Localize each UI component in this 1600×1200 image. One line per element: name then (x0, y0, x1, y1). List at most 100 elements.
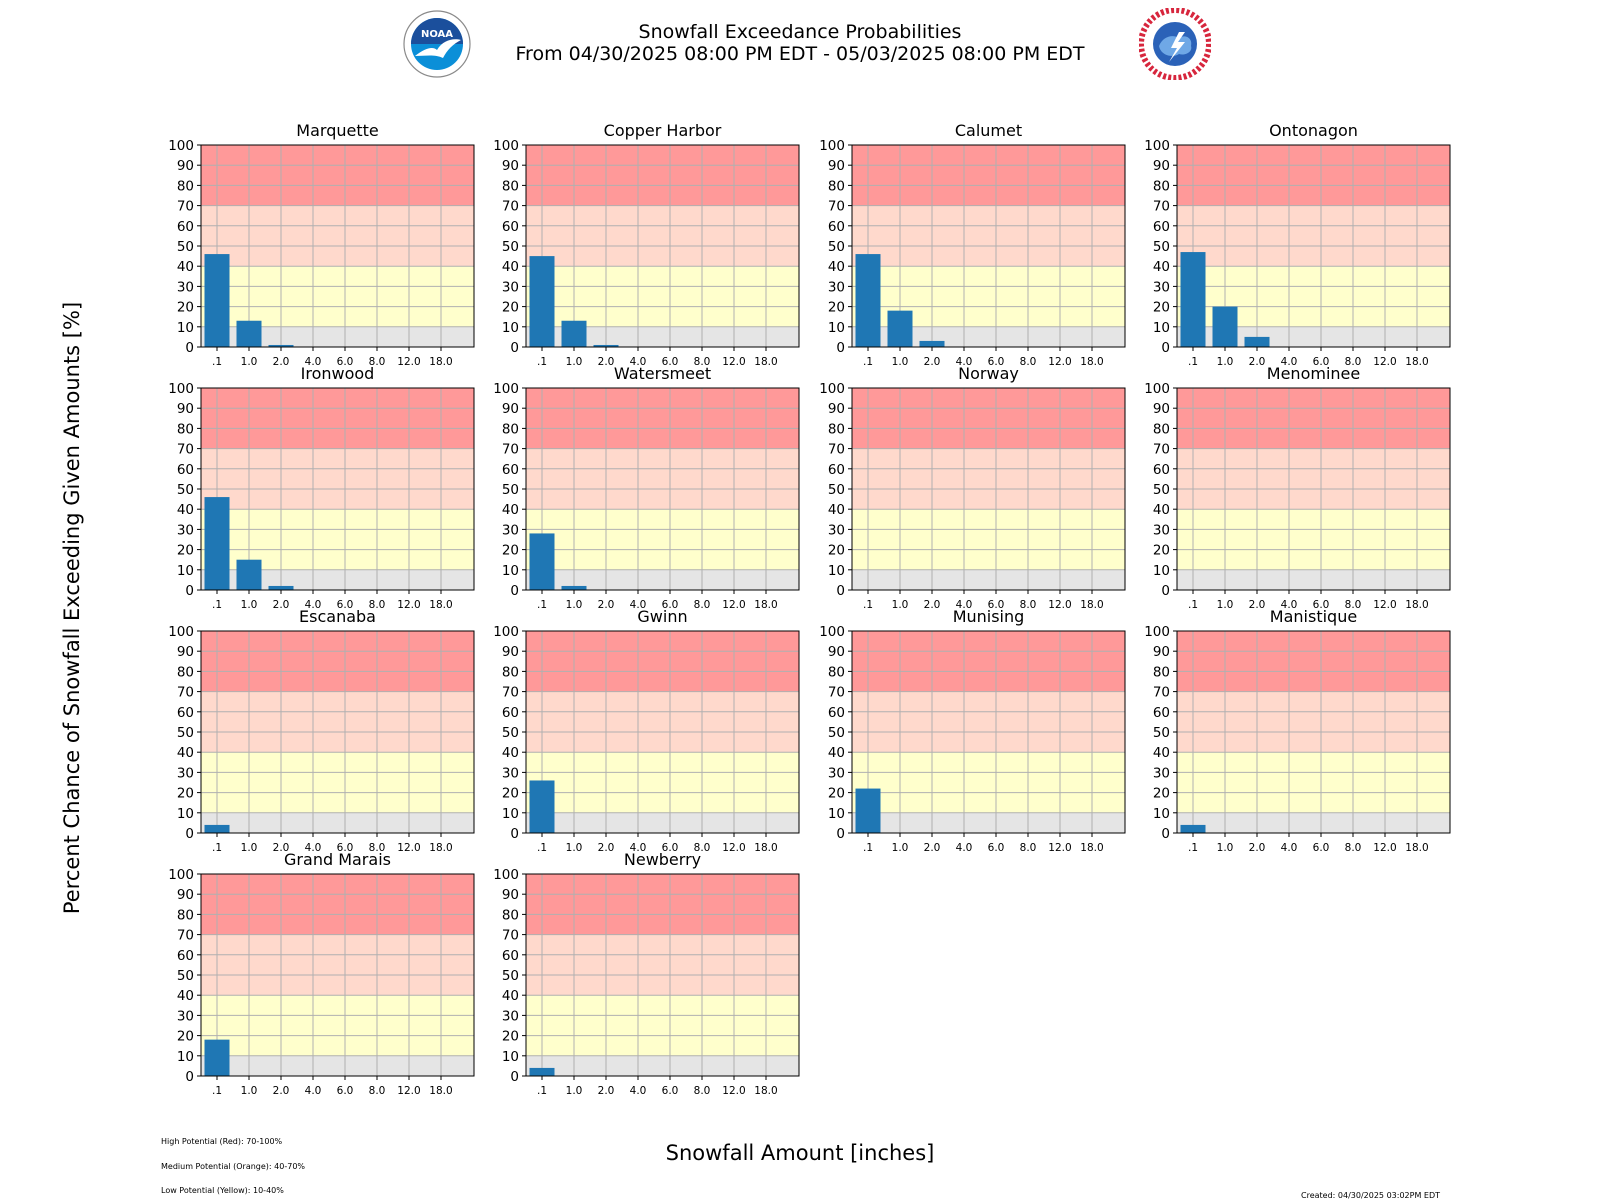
x-tick-label: .1 (537, 1085, 547, 1097)
x-tick-label: 6.0 (662, 842, 679, 854)
band (526, 388, 799, 449)
x-tick-label: 18.0 (1405, 356, 1428, 368)
y-tick-label: 10 (502, 320, 519, 336)
y-tick-label: 60 (177, 462, 194, 478)
bar (204, 1039, 230, 1076)
y-tick-label: 50 (828, 725, 845, 741)
x-tick-label: 4.0 (630, 1085, 647, 1097)
x-tick-label: 1.0 (241, 599, 258, 611)
bar (1244, 336, 1270, 347)
band (201, 448, 474, 510)
band (201, 874, 474, 935)
band (201, 326, 474, 347)
x-tick-label: .1 (212, 842, 222, 854)
x-tick-label: 4.0 (630, 356, 647, 368)
y-tick-label: 90 (828, 158, 845, 174)
y-tick-label: 50 (828, 239, 845, 255)
y-tick-label: 40 (1153, 745, 1170, 761)
band (852, 448, 1125, 510)
y-tick-label: 50 (1153, 239, 1170, 255)
panel-munising: 0 10 20 30 40 50 60 70 80 90 100 .1 1.0 2.0 4.0 6.0 8.0 1… (819, 607, 1126, 854)
panel-frame (1176, 630, 1451, 834)
band (526, 448, 799, 510)
y-tick-label: 80 (177, 907, 194, 923)
y-tick-label: 90 (1153, 644, 1170, 660)
y-tick-label: 80 (177, 664, 194, 680)
y-tick-label: 50 (828, 482, 845, 498)
band (1177, 388, 1450, 449)
y-tick-label: 10 (1153, 320, 1170, 336)
panel-title: Calumet (955, 121, 1022, 140)
y-tick-label: 40 (502, 502, 519, 518)
panel-marquette: 0 10 20 30 40 50 60 70 80 90 100 .1 1.0 2.0 4.0 6.0 8.0 1… (168, 121, 475, 368)
x-tick-label: 12.0 (397, 1085, 420, 1097)
x-tick-label: 18.0 (429, 599, 452, 611)
x-tick-label: 4.0 (305, 1085, 322, 1097)
x-tick-label: .1 (537, 842, 547, 854)
y-tick-label: 70 (828, 685, 845, 701)
panel-title: Gwinn (637, 607, 687, 626)
bar (919, 340, 945, 347)
x-tick-label: 18.0 (429, 842, 452, 854)
panel-title: Newberry (624, 850, 701, 869)
y-tick-label: 90 (828, 644, 845, 660)
y-tick-label: 60 (828, 462, 845, 478)
x-tick-label: 1.0 (892, 599, 909, 611)
y-tick-label: 30 (177, 765, 194, 781)
x-tick-label: 1.0 (1217, 356, 1234, 368)
nws-logo-icon (1139, 8, 1211, 80)
x-tick-label: 1.0 (241, 1085, 258, 1097)
panel-frame (525, 387, 800, 591)
y-tick-label: 100 (493, 138, 519, 154)
y-tick-label: 30 (177, 279, 194, 295)
y-tick-label: 90 (177, 158, 194, 174)
y-tick-label: 10 (177, 563, 194, 579)
band (1177, 752, 1450, 813)
panel-ontonagon: 0 10 20 30 40 50 60 70 80 90 100 .1 1.0 2.0 4.0 6.0 8.0 1… (1144, 121, 1451, 368)
x-tick-label: 12.0 (1373, 356, 1396, 368)
chart-subtitle: From 04/30/2025 08:00 PM EDT - 05/03/202… (515, 43, 1085, 65)
x-tick-label: 2.0 (598, 599, 615, 611)
y-tick-label: 20 (177, 1029, 194, 1045)
panel-frame (200, 144, 475, 348)
x-tick-label: .1 (212, 599, 222, 611)
y-tick-label: 30 (177, 1008, 194, 1024)
legend-low: Low Potential (Yellow): 10-40% (161, 1186, 284, 1195)
x-tick-label: .1 (1188, 599, 1198, 611)
y-tick-label: 70 (1153, 199, 1170, 215)
x-tick-label: 4.0 (305, 599, 322, 611)
panel-frame (1176, 144, 1451, 348)
band (852, 631, 1125, 692)
bar (1212, 306, 1238, 347)
x-tick-label: 6.0 (337, 356, 354, 368)
y-tick-label: 80 (1153, 664, 1170, 680)
x-tick-label: 18.0 (1080, 356, 1103, 368)
x-tick-label: 18.0 (1405, 842, 1428, 854)
x-tick-label: 4.0 (1281, 599, 1298, 611)
band (201, 752, 474, 813)
x-tick-label: 18.0 (754, 842, 777, 854)
x-tick-label: 1.0 (1217, 599, 1234, 611)
y-tick-label: 40 (177, 502, 194, 518)
y-tick-label: 60 (1153, 462, 1170, 478)
y-tick-label: 20 (177, 543, 194, 559)
x-tick-label: 18.0 (429, 356, 452, 368)
panel-grand-marais: 0 10 20 30 40 50 60 70 80 90 100 .1 1.0 2.0 4.0 6.0 8.0 1… (168, 850, 475, 1097)
panel-frame (851, 144, 1126, 348)
y-tick-label: 80 (502, 664, 519, 680)
y-tick-label: 90 (502, 887, 519, 903)
x-tick-label: 12.0 (397, 599, 420, 611)
x-tick-label: 2.0 (924, 356, 941, 368)
x-tick-label: 1.0 (566, 842, 583, 854)
y-tick-label: 50 (1153, 482, 1170, 498)
band (201, 1055, 474, 1076)
y-tick-label: 0 (185, 340, 194, 356)
x-tick-label: 12.0 (1373, 599, 1396, 611)
y-tick-label: 0 (510, 583, 519, 599)
y-tick-label: 80 (502, 178, 519, 194)
band (201, 934, 474, 996)
y-tick-label: 80 (828, 421, 845, 437)
x-tick-label: 12.0 (397, 842, 420, 854)
y-tick-label: 60 (502, 219, 519, 235)
y-tick-label: 80 (1153, 178, 1170, 194)
